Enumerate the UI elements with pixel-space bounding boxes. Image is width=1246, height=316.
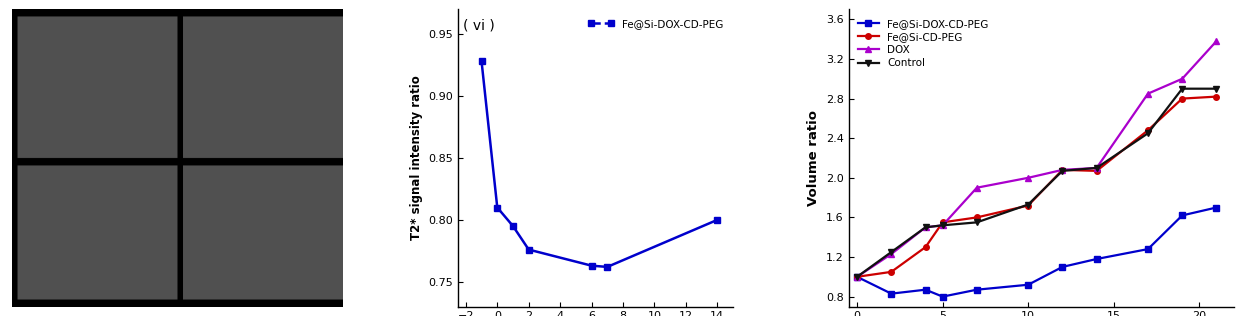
Fe@Si-DOX-CD-PEG [1089, 257, 1104, 261]
Control [883, 250, 898, 254]
Fe@Si-CD-PEG [1140, 128, 1155, 132]
Fe@Si-CD-PEG [1020, 204, 1035, 207]
DOX [850, 275, 865, 279]
Fe@Si-DOX-CD-PEG [883, 292, 898, 295]
Fe@Si-CD-PEG [936, 221, 951, 224]
DOX [1020, 176, 1035, 180]
Fe@Si-CD-PEG [883, 270, 898, 274]
Control [850, 275, 865, 279]
Fe@Si-DOX-CD-PEG [969, 288, 984, 292]
Fe@Si-CD-PEG [850, 275, 865, 279]
Control [1140, 131, 1155, 135]
Line: Fe@Si-CD-PEG: Fe@Si-CD-PEG [855, 94, 1219, 280]
DOX [1209, 39, 1224, 43]
Line: Fe@Si-DOX-CD-PEG: Fe@Si-DOX-CD-PEG [855, 205, 1219, 299]
DOX [1175, 77, 1190, 81]
Fe@Si-DOX-CD-PEG [1175, 214, 1190, 217]
Control [1020, 203, 1035, 206]
Fe@Si-DOX-CD-PEG [850, 275, 865, 279]
DOX [918, 225, 933, 229]
Control [1055, 169, 1070, 173]
Legend: Fe@Si-DOX-CD-PEG, Fe@Si-CD-PEG, DOX, Control: Fe@Si-DOX-CD-PEG, Fe@Si-CD-PEG, DOX, Con… [854, 15, 993, 72]
Fe@Si-DOX-CD-PEG [1020, 283, 1035, 287]
Fe@Si-CD-PEG [969, 216, 984, 219]
Fe@Si-DOX-CD-PEG [1140, 247, 1155, 251]
Fe@Si-CD-PEG [1175, 97, 1190, 100]
Control [918, 225, 933, 229]
Fe@Si-DOX-CD-PEG [918, 288, 933, 292]
Control [936, 223, 951, 227]
Y-axis label: Volume ratio: Volume ratio [807, 110, 820, 206]
Line: Control: Control [855, 86, 1219, 280]
Legend: Fe@Si-DOX-CD-PEG: Fe@Si-DOX-CD-PEG [583, 15, 728, 33]
Fe@Si-DOX-CD-PEG [1209, 206, 1224, 210]
Fe@Si-DOX-CD-PEG [936, 295, 951, 299]
DOX [1055, 168, 1070, 172]
Control [1175, 87, 1190, 91]
DOX [1140, 92, 1155, 95]
Text: ( vi ): ( vi ) [464, 18, 495, 33]
Line: DOX: DOX [855, 38, 1219, 280]
Control [969, 221, 984, 224]
Fe@Si-DOX-CD-PEG [1055, 265, 1070, 269]
Fe@Si-CD-PEG [1209, 95, 1224, 99]
Control [1209, 87, 1224, 91]
DOX [969, 186, 984, 190]
DOX [936, 223, 951, 227]
Fe@Si-CD-PEG [918, 245, 933, 249]
Fe@Si-CD-PEG [1055, 168, 1070, 172]
DOX [1089, 166, 1104, 170]
Fe@Si-CD-PEG [1089, 169, 1104, 173]
Control [1089, 166, 1104, 170]
Y-axis label: T2* signal intensity ratio: T2* signal intensity ratio [410, 76, 422, 240]
DOX [883, 252, 898, 256]
